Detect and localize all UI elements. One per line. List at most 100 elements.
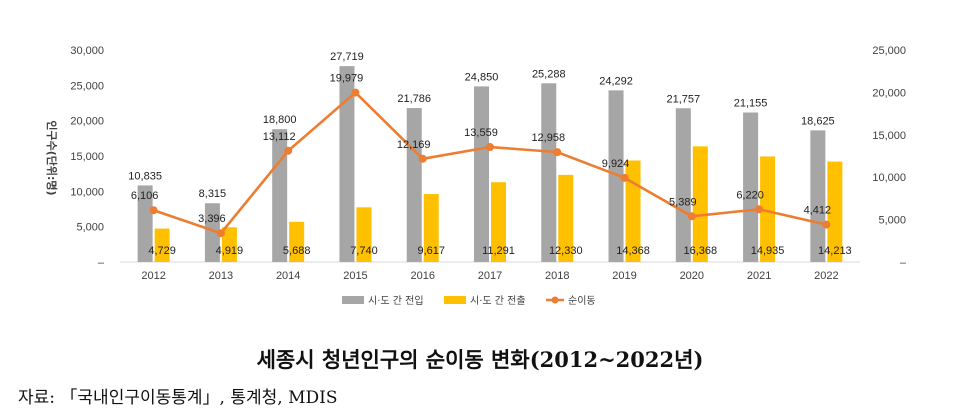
- bar-outflow: [827, 161, 843, 262]
- source-note: 자료: 「국내인구이동통계」, 통계청, MDIS: [18, 388, 338, 408]
- legend: 시·도 간 전입 시·도 간 전출 순이동: [342, 294, 596, 307]
- bar-inflow: [608, 90, 624, 262]
- chart-area: – 5,000 10,000 15,000 20,000 25,000 30,000 – 5,0…: [45, 45, 907, 307]
- label-net-migration: 5,389: [669, 196, 697, 208]
- label-inflow: 21,757: [666, 93, 700, 105]
- label-inflow: 21,155: [734, 98, 768, 110]
- label-outflow: 14,935: [751, 245, 785, 257]
- bar-inflow: [204, 203, 220, 262]
- left-tick-label: 15,000: [70, 151, 104, 163]
- label-inflow: 10,835: [128, 170, 162, 182]
- x-tick-label: 2018: [545, 270, 569, 282]
- legend-swatch: [342, 296, 364, 304]
- label-inflow: 27,719: [330, 51, 364, 63]
- legend-label: 시·도 간 전출: [470, 295, 526, 307]
- bar-inflow: [541, 83, 557, 263]
- bar-outflow: [154, 228, 170, 262]
- label-net-migration: 12,958: [531, 132, 565, 144]
- bar-inflow: [675, 108, 691, 262]
- right-tick-label: 20,000: [872, 87, 906, 99]
- bar-outflow: [423, 194, 439, 262]
- point-net-migration: [486, 143, 494, 152]
- label-net-migration: 19,979: [330, 73, 364, 85]
- label-net-migration: 12,169: [397, 139, 431, 151]
- left-tick-label: 20,000: [70, 116, 104, 128]
- bar-inflow: [272, 129, 288, 262]
- point-net-migration: [351, 88, 360, 97]
- label-outflow: 9,617: [417, 245, 445, 257]
- label-outflow: 12,330: [549, 245, 583, 257]
- right-tick-label: 5,000: [878, 215, 906, 227]
- label-inflow: 18,625: [801, 115, 835, 127]
- x-tick-label: 2015: [343, 270, 367, 282]
- figure-caption: 세종시 청년인구의 순이동 변화(2012~2022년): [256, 347, 704, 372]
- bar-inflow: [339, 66, 355, 262]
- plot-area: – 5,000 10,000 15,000 20,000 25,000 30,000 – 5,0…: [70, 45, 907, 282]
- label-outflow: 14,213: [818, 245, 852, 257]
- x-tick-label: 2021: [747, 270, 771, 282]
- label-outflow: 4,729: [148, 245, 176, 257]
- bar-outflow: [221, 227, 237, 262]
- bar-outflow: [692, 146, 708, 262]
- bar-outflow: [289, 221, 305, 262]
- label-net-migration: 13,112: [263, 131, 296, 143]
- bar-outflow: [491, 182, 506, 262]
- left-tick-label: –: [98, 257, 105, 269]
- line-net-migration: [153, 90, 827, 235]
- label-outflow: 11,291: [482, 245, 515, 257]
- right-tick-label: 10,000: [872, 172, 906, 184]
- bar-inflow: [810, 130, 826, 262]
- legend-label: 순이동: [568, 295, 596, 307]
- bar-outflow: [356, 207, 372, 262]
- x-tick-label: 2017: [478, 270, 502, 282]
- bar-outflow: [558, 174, 574, 262]
- label-inflow: 24,292: [599, 75, 633, 87]
- x-tick-label: 2022: [814, 270, 838, 282]
- label-net-migration: 4,412: [804, 205, 832, 217]
- label-inflow: 8,315: [199, 188, 227, 200]
- point-net-migration: [620, 173, 629, 182]
- x-tick-label: 2019: [612, 270, 636, 282]
- right-tick-label: 15,000: [872, 130, 906, 142]
- legend-swatch: [444, 296, 466, 304]
- right-tick-label: 25,000: [872, 45, 906, 57]
- bar-inflow: [743, 112, 759, 262]
- point-net-migration: [149, 206, 158, 215]
- left-tick-label: 30,000: [70, 45, 104, 57]
- left-tick-label: 10,000: [70, 186, 104, 198]
- point-net-migration: [553, 148, 562, 157]
- point-net-migration: [284, 146, 293, 155]
- label-inflow: 18,800: [263, 114, 297, 126]
- bar-inflow: [406, 108, 422, 263]
- label-net-migration: 6,220: [736, 189, 764, 201]
- left-tick-label: 5,000: [76, 222, 104, 234]
- label-outflow: 5,688: [283, 245, 311, 257]
- label-outflow: 16,368: [683, 245, 717, 257]
- label-outflow: 7,740: [350, 245, 378, 257]
- label-inflow: 21,786: [397, 93, 431, 105]
- label-inflow: 25,288: [532, 68, 566, 80]
- x-tick-label: 2012: [141, 270, 165, 282]
- bar-outflow: [760, 156, 776, 262]
- bar-inflow: [137, 185, 153, 262]
- x-tick-label: 2020: [680, 270, 704, 282]
- legend-label: 시·도 간 전입: [368, 294, 424, 307]
- left-tick-label: 25,000: [70, 80, 104, 92]
- point-net-migration: [216, 229, 225, 238]
- label-net-migration: 3,396: [198, 213, 226, 225]
- label-inflow: 24,850: [465, 71, 499, 83]
- legend-marker: [551, 296, 559, 304]
- point-net-migration: [418, 154, 427, 163]
- y-axis-label: 인구수(단위:명): [45, 120, 59, 195]
- label-net-migration: 6,106: [131, 190, 159, 202]
- point-net-migration: [755, 205, 764, 214]
- x-tick-label: 2013: [209, 270, 233, 282]
- label-outflow: 4,919: [216, 245, 244, 257]
- x-tick-label: 2014: [276, 270, 300, 282]
- label-net-migration: 9,924: [602, 158, 630, 170]
- label-outflow: 14,368: [616, 245, 650, 257]
- point-net-migration: [822, 220, 831, 229]
- bar-inflow: [474, 86, 489, 262]
- point-net-migration: [687, 212, 696, 221]
- right-tick-label: –: [900, 257, 907, 269]
